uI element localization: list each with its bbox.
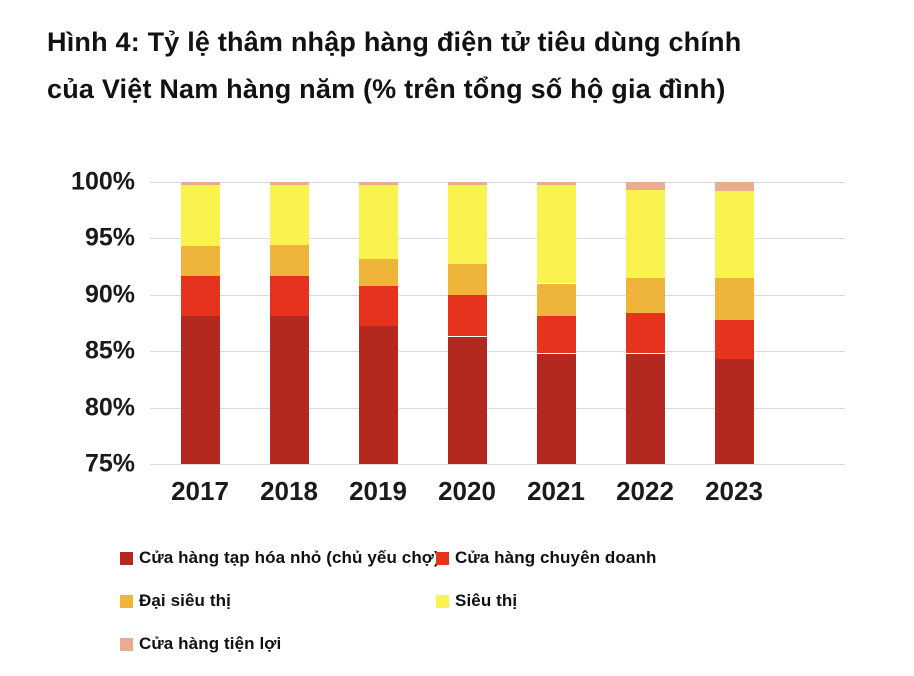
bar-2020: [447, 182, 487, 464]
legend-swatch-series4: [120, 637, 133, 651]
bar-segment-2017-series4: [180, 182, 220, 186]
bar-segment-2022-series0: [625, 353, 665, 464]
x-tick-label-2021: 2021: [527, 476, 585, 506]
x-tick-label-2022: 2022: [616, 476, 674, 506]
x-tick-label-2017: 2017: [171, 476, 229, 506]
legend-item-series0: Cửa hàng tạp hóa nhỏ (chủ yếu chợ): [120, 543, 440, 573]
stacked-bar-plot-area: 100% 95% 90% 85% 80% 75% 2017 2018 2019 2020 2021 2…: [71, 169, 845, 504]
bar-segment-2023-series0: [714, 359, 754, 464]
bar-segment-2021-series1: [536, 316, 576, 354]
y-tick-label-85: 85%: [84, 336, 135, 365]
y-tick-label-95: 95%: [84, 223, 135, 252]
bar-segment-2018-series1: [269, 275, 309, 317]
legend-label-series1: Cửa hàng chuyên doanh: [455, 548, 657, 567]
legend-label-series4: Cửa hàng tiện lợi: [139, 634, 282, 653]
bar-segment-2021-series2: [536, 283, 576, 317]
bar-segment-2020-series1: [447, 294, 487, 337]
legend-label-series0: Cửa hàng tạp hóa nhỏ (chủ yếu chợ): [139, 548, 440, 567]
bar-segment-2022-series4: [625, 182, 665, 190]
x-tick-label-2018: 2018: [260, 476, 318, 506]
legend-label-series3: Siêu thị: [455, 591, 518, 610]
y-tick-label-80: 80%: [84, 393, 135, 422]
gridline-85: [150, 351, 845, 353]
gridline-80: [150, 407, 845, 409]
bar-segment-2020-series3: [447, 185, 487, 265]
bar-segment-2022-series3: [625, 189, 665, 278]
figure-title-line2: của Việt Nam hàng năm (% trên tổng số hộ…: [47, 74, 726, 104]
bar-segment-2017-series1: [180, 275, 220, 317]
bar-segment-2023-series3: [714, 191, 754, 278]
bar-2017: [180, 182, 220, 464]
y-tick-label-100: 100%: [71, 167, 135, 196]
bar-segment-2018-series4: [269, 182, 309, 186]
bar-segment-2018-series2: [269, 245, 309, 276]
y-tick-label-75: 75%: [84, 449, 135, 478]
legend-item-series2: Đại siêu thị: [120, 586, 436, 616]
bar-segment-2017-series3: [180, 185, 220, 247]
bar-segment-2020-series2: [447, 264, 487, 295]
x-tick-label-2020: 2020: [438, 476, 496, 506]
bar-segment-2021-series0: [536, 353, 576, 464]
bar-2023: [714, 182, 754, 464]
bar-segment-2021-series3: [536, 185, 576, 284]
figure-title: Hình 4: Tỷ lệ thâm nhập hàng điện tử tiê…: [47, 19, 741, 113]
bar-segment-2019-series0: [358, 326, 398, 464]
legend-item-series3: Siêu thị: [436, 586, 656, 616]
y-tick-label-90: 90%: [84, 280, 135, 309]
legend-swatch-series0: [120, 551, 133, 565]
legend-swatch-series2: [120, 594, 133, 608]
bar-2018: [269, 182, 309, 464]
legend-label-series2: Đại siêu thị: [139, 591, 231, 610]
gridline-100: [150, 182, 845, 183]
legend-swatch-series3: [436, 594, 449, 608]
bar-2019: [358, 182, 398, 464]
legend-item-series4: Cửa hàng tiện lợi: [120, 629, 436, 659]
bar-segment-2020-series4: [447, 182, 487, 186]
figure-title-line1: Hình 4: Tỷ lệ thâm nhập hàng điện tử tiê…: [47, 27, 742, 57]
bar-segment-2022-series2: [625, 277, 665, 313]
legend-item-series1: Cửa hàng chuyên doanh: [436, 543, 656, 573]
bar-segment-2019-series3: [358, 185, 398, 259]
bar-segment-2021-series4: [536, 182, 576, 186]
gridline-90: [150, 294, 845, 296]
gridline-95: [150, 238, 845, 240]
bar-segment-2019-series1: [358, 285, 398, 327]
bar-2021: [536, 182, 576, 464]
bar-segment-2023-series1: [714, 319, 754, 360]
bar-segment-2017-series0: [180, 316, 220, 464]
bar-segment-2018-series3: [269, 185, 309, 246]
bar-segment-2023-series4: [714, 182, 754, 191]
gridline-75: [150, 464, 845, 465]
bar-segment-2018-series0: [269, 316, 309, 464]
bar-2022: [625, 182, 665, 464]
bar-segment-2017-series2: [180, 246, 220, 276]
x-tick-label-2019: 2019: [349, 476, 407, 506]
bar-segment-2019-series2: [358, 258, 398, 286]
bar-segment-2023-series2: [714, 277, 754, 320]
x-tick-label-2023: 2023: [705, 476, 763, 506]
legend-swatch-series1: [436, 551, 449, 565]
bar-segment-2019-series4: [358, 182, 398, 186]
chart-legend: Cửa hàng tạp hóa nhỏ (chủ yếu chợ) Cửa hà…: [120, 543, 656, 659]
bar-segment-2022-series1: [625, 312, 665, 354]
bar-segment-2020-series0: [447, 336, 487, 464]
